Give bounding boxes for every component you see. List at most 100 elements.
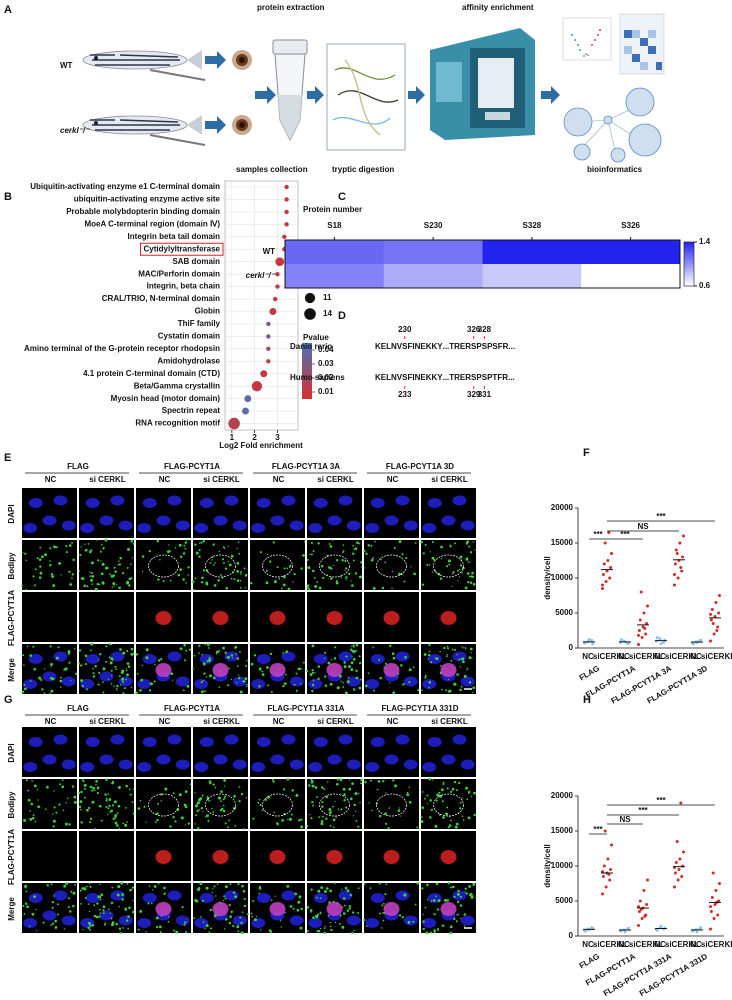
lipid-droplet: [368, 802, 370, 804]
lipid-droplet: [111, 586, 114, 589]
lipid-droplet: [330, 659, 333, 661]
lipid-droplet: [246, 660, 248, 662]
lipid-droplet: [51, 677, 55, 681]
lipid-droplet: [239, 586, 242, 589]
nucleus: [270, 515, 285, 526]
lipid-droplet: [295, 689, 298, 692]
nucleus: [365, 762, 380, 772]
x-tick-label: NC: [690, 652, 702, 661]
lipid-droplet: [426, 899, 429, 901]
nucleus: [23, 918, 38, 928]
lipid-droplet: [85, 688, 88, 691]
lipid-droplet: [412, 920, 415, 923]
lipid-droplet: [115, 668, 118, 671]
lipid-droplet: [198, 809, 201, 811]
nucleus: [85, 893, 100, 903]
lipid-droplet: [148, 549, 151, 553]
lipid-droplet: [41, 688, 44, 691]
lipid-droplet: [364, 684, 368, 688]
sequence-segment: FR: [497, 373, 508, 382]
lipid-droplet: [119, 684, 122, 686]
lipid-droplet: [283, 682, 287, 685]
nucleus: [175, 520, 190, 531]
lipid-droplet: [130, 686, 133, 689]
data-point: [619, 638, 623, 642]
row-label: DAPI: [7, 743, 16, 762]
nucleus: [85, 498, 100, 508]
group-label: FLAG-PCYT1A 3D: [646, 664, 710, 706]
sequence-segment: PT: [487, 373, 497, 382]
lipid-droplet: [426, 564, 429, 567]
lipid-droplet: [50, 883, 53, 886]
lipid-droplet: [241, 911, 244, 913]
nucleus: [110, 495, 125, 506]
nucleus: [365, 918, 380, 928]
group-header: FLAG-PCYT1A 3D: [386, 462, 454, 471]
category-label: Integrin, beta chain: [147, 282, 220, 291]
lipid-droplet: [192, 667, 194, 670]
lipid-droplet: [403, 683, 405, 685]
lipid-droplet: [342, 897, 346, 900]
lipid-droplet: [109, 662, 112, 665]
nucleus: [23, 523, 38, 533]
lipid-droplet: [357, 792, 360, 795]
lipid-droplet: [80, 546, 82, 548]
lipid-droplet: [21, 690, 25, 694]
lipid-droplet: [189, 783, 192, 786]
pcyt1a-signal: [383, 850, 400, 864]
nucleus: [395, 734, 410, 745]
lipid-droplet: [90, 578, 94, 582]
micrograph: [78, 538, 135, 591]
lipid-droplet: [50, 924, 52, 926]
nucleus: [365, 679, 380, 689]
lipid-droplet: [439, 577, 443, 580]
lipid-droplet: [457, 579, 459, 582]
lipid-droplet: [278, 578, 281, 580]
lipid-droplet: [126, 883, 128, 885]
lipid-droplet: [108, 656, 111, 659]
data-point: [673, 885, 676, 889]
lipid-droplet: [168, 544, 170, 546]
micrograph: [250, 883, 305, 933]
sequence-segment: FINEKKY: [407, 373, 443, 382]
lipid-droplet: [460, 657, 464, 661]
micrograph: [78, 778, 135, 830]
lipid-droplet: [223, 778, 226, 782]
heat-cell: [482, 240, 582, 265]
lipid-droplet: [450, 819, 452, 822]
row-label: cerkl⁻/⁻: [246, 271, 276, 280]
lipid-droplet: [224, 567, 228, 570]
lipid-droplet: [89, 785, 93, 789]
lipid-droplet: [337, 808, 340, 810]
lipid-droplet: [159, 558, 161, 561]
micrograph: [78, 642, 135, 695]
lipid-droplet: [350, 661, 354, 665]
lipid-droplet: [154, 663, 156, 665]
lipid-droplet: [459, 807, 462, 810]
lipid-droplet: [223, 797, 226, 800]
lipid-droplet: [33, 667, 37, 671]
lipid-droplet: [359, 801, 361, 804]
lipid-droplet: [233, 794, 236, 798]
nucleus: [308, 762, 323, 772]
nucleus: [281, 495, 296, 506]
lipid-droplet: [24, 902, 28, 905]
lipid-droplet: [412, 666, 415, 668]
site-number: 331: [478, 390, 492, 399]
sequence-segment: S: [482, 342, 488, 351]
lipid-droplet: [185, 582, 187, 584]
lipid-droplet: [436, 927, 439, 930]
lipid-droplet: [345, 806, 348, 809]
lipid-droplet: [42, 921, 45, 924]
lipid-droplet: [457, 889, 460, 893]
lipid-droplet: [209, 908, 213, 912]
lipid-droplet: [470, 652, 472, 654]
lipid-droplet: [468, 885, 472, 888]
lipid-droplet: [420, 540, 423, 544]
data-point: [715, 629, 719, 632]
lipid-droplet: [273, 811, 275, 814]
lipid-droplet: [333, 882, 336, 884]
lipid-droplet: [453, 895, 456, 898]
pcyt1a-signal: [212, 663, 229, 677]
pcyt1a-signal: [440, 850, 457, 864]
